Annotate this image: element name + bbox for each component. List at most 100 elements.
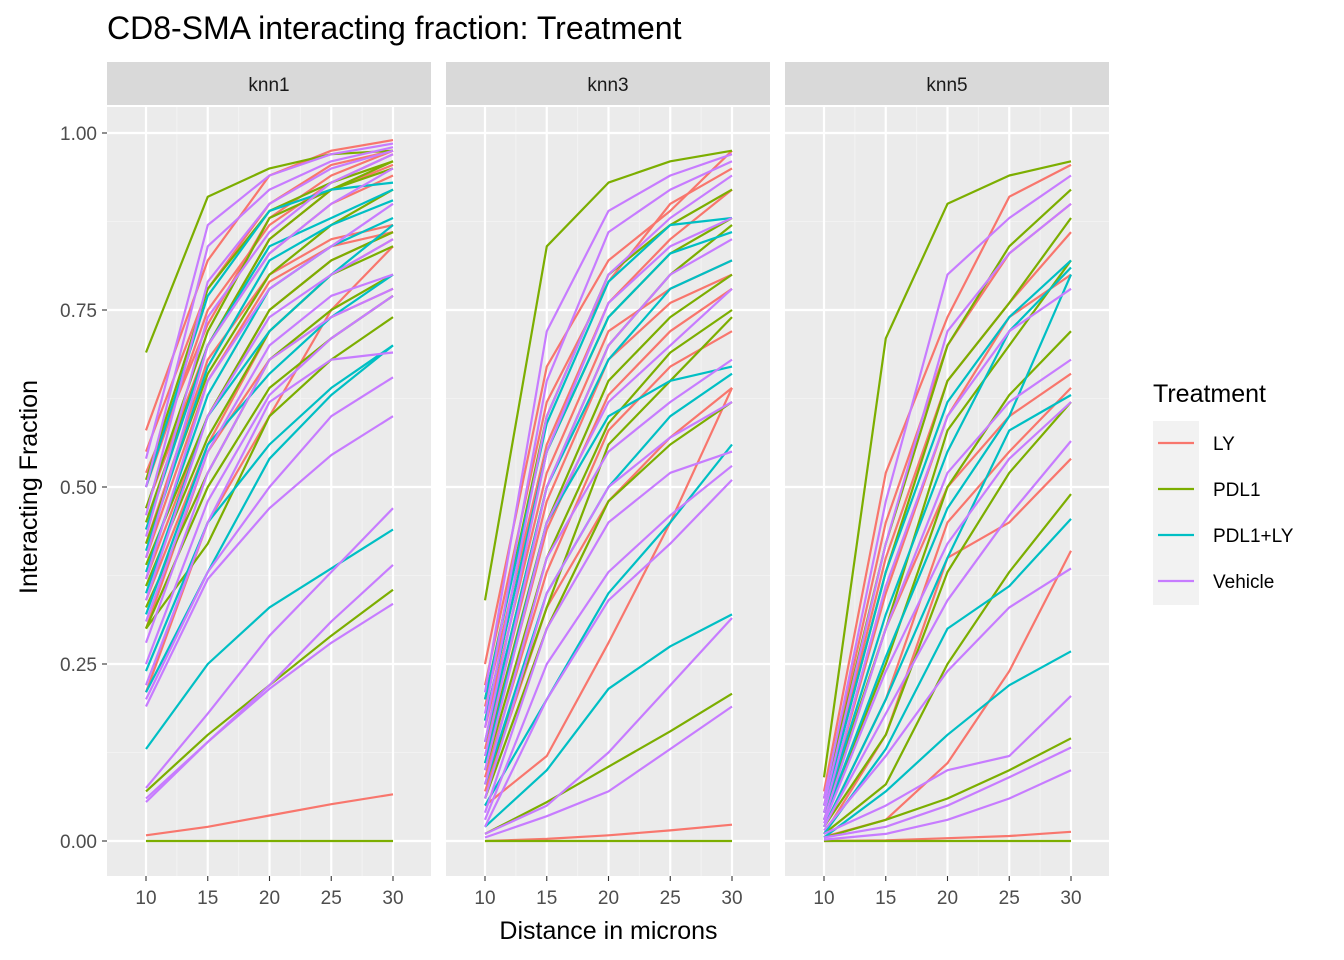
series-line-pdl1 xyxy=(822,330,1072,821)
series-line-vehicle xyxy=(823,695,1072,835)
x-tick-label: 30 xyxy=(721,888,742,909)
x-tick-label: 10 xyxy=(474,888,495,909)
series-line-vehicle xyxy=(822,287,1072,813)
series-line-pdl1-ly xyxy=(484,443,733,807)
series-line-vehicle xyxy=(144,294,394,665)
series-line-ly xyxy=(483,330,733,778)
legend-label: Vehicle xyxy=(1213,572,1274,593)
series-line-vehicle xyxy=(823,769,1072,841)
series-line-pdl1-ly xyxy=(822,266,1072,814)
series-line-pdl1 xyxy=(483,149,733,601)
panel-knn5: knn5 10 15 20 25 30 xyxy=(785,62,1109,909)
facet-strip-label: knn3 xyxy=(587,75,628,96)
series-group xyxy=(483,149,733,843)
series-line-ly xyxy=(145,793,394,837)
series-line-vehicle xyxy=(144,287,394,644)
series-line-pdl1 xyxy=(483,401,733,799)
series-line-vehicle xyxy=(484,479,733,828)
x-tick-label: 10 xyxy=(813,888,834,909)
series-line-vehicle xyxy=(144,273,394,622)
series-line-vehicle xyxy=(484,705,733,839)
legend-label: PDL1+LY xyxy=(1213,526,1294,547)
x-tick-label: 25 xyxy=(999,888,1020,909)
facet-strip-label: knn5 xyxy=(926,75,967,96)
series-line-vehicle xyxy=(483,358,733,785)
series-line-vehicle xyxy=(144,142,394,459)
series-line-ly xyxy=(484,387,733,807)
x-tick-label: 30 xyxy=(1060,888,1081,909)
series-line-vehicle xyxy=(483,287,733,771)
series-line-ly xyxy=(144,231,394,559)
legend-item: PDL1+LY xyxy=(1153,513,1294,559)
series-line-vehicle xyxy=(822,358,1072,821)
series-group xyxy=(822,160,1073,843)
series-line-vehicle xyxy=(483,153,733,693)
x-tick-label: 15 xyxy=(875,888,896,909)
x-tick-label: 15 xyxy=(197,888,218,909)
x-tick-label: 20 xyxy=(598,888,619,909)
x-tick-label: 30 xyxy=(382,888,403,909)
series-line-vehicle xyxy=(822,401,1072,824)
series-line-vehicle xyxy=(144,153,394,537)
series-group xyxy=(144,139,394,843)
series-line-vehicle xyxy=(144,351,394,686)
series-line-vehicle xyxy=(483,401,733,799)
series-line-vehicle xyxy=(483,464,733,821)
series-line-pdl1-ly xyxy=(823,650,1072,839)
series-line-vehicle xyxy=(483,160,733,714)
series-line-ly xyxy=(484,823,733,843)
x-tick-label: 15 xyxy=(536,888,557,909)
series-line-pdl1-ly xyxy=(144,273,394,615)
y-tick-label: 0.50 xyxy=(60,478,97,499)
x-axis-title: Distance in microns xyxy=(499,917,717,945)
series-line-vehicle xyxy=(145,507,394,789)
series-line-pdl1-ly xyxy=(823,518,1072,835)
panel-knn3: knn3 10 15 20 25 30 xyxy=(446,62,770,909)
legend-title: Treatment xyxy=(1153,380,1266,408)
series-line-pdl1-ly xyxy=(483,231,733,721)
series-line-pdl1 xyxy=(823,493,1072,835)
x-tick-label: 20 xyxy=(937,888,958,909)
x-tick-label: 25 xyxy=(660,888,681,909)
series-line-vehicle xyxy=(484,617,733,835)
y-tick-label: 1.00 xyxy=(60,124,97,145)
chart-title: CD8-SMA interacting fraction: Treatment xyxy=(107,10,682,46)
y-tick-label: 0.25 xyxy=(60,655,97,676)
series-line-vehicle xyxy=(823,440,1072,828)
series-line-pdl1-ly xyxy=(484,613,733,828)
series-line-pdl1-ly xyxy=(823,394,1072,828)
series-line-pdl1 xyxy=(144,149,394,353)
series-line-vehicle xyxy=(483,238,733,757)
facet-strip-label: knn1 xyxy=(248,75,289,96)
series-line-pdl1 xyxy=(144,231,394,566)
x-tick-label: 25 xyxy=(321,888,342,909)
facet-strip xyxy=(107,62,431,105)
legend: Treatment LY PDL1 PDL1+LY Vehicle xyxy=(1153,380,1294,605)
legend-item: Vehicle xyxy=(1153,559,1274,605)
series-line-pdl1-ly xyxy=(145,528,394,750)
series-line-vehicle xyxy=(823,746,1072,839)
x-tick-label: 20 xyxy=(259,888,280,909)
series-line-pdl1 xyxy=(823,401,1072,828)
legend-item: LY xyxy=(1153,421,1235,467)
y-tick-label: 0.75 xyxy=(60,301,97,322)
panel-knn1: knn1 10 15 20 25 30 xyxy=(107,62,431,909)
facet-strip xyxy=(446,62,770,105)
series-line-vehicle xyxy=(144,146,394,488)
legend-label: LY xyxy=(1213,434,1235,455)
series-line-pdl1-ly xyxy=(822,259,1072,806)
series-line-vehicle xyxy=(483,450,733,814)
series-line-vehicle xyxy=(144,238,394,601)
legend-label: PDL1 xyxy=(1213,480,1261,501)
series-line-pdl1-ly xyxy=(144,188,394,530)
series-line-ly xyxy=(822,163,1072,792)
series-line-pdl1 xyxy=(823,737,1072,839)
legend-item: PDL1 xyxy=(1153,467,1261,513)
series-line-pdl1 xyxy=(483,316,733,785)
series-line-vehicle xyxy=(822,202,1072,806)
series-line-vehicle xyxy=(145,415,394,707)
series-line-vehicle xyxy=(822,174,1072,799)
y-axis-title: Interacting Fraction xyxy=(15,380,43,594)
series-line-vehicle xyxy=(145,376,394,700)
